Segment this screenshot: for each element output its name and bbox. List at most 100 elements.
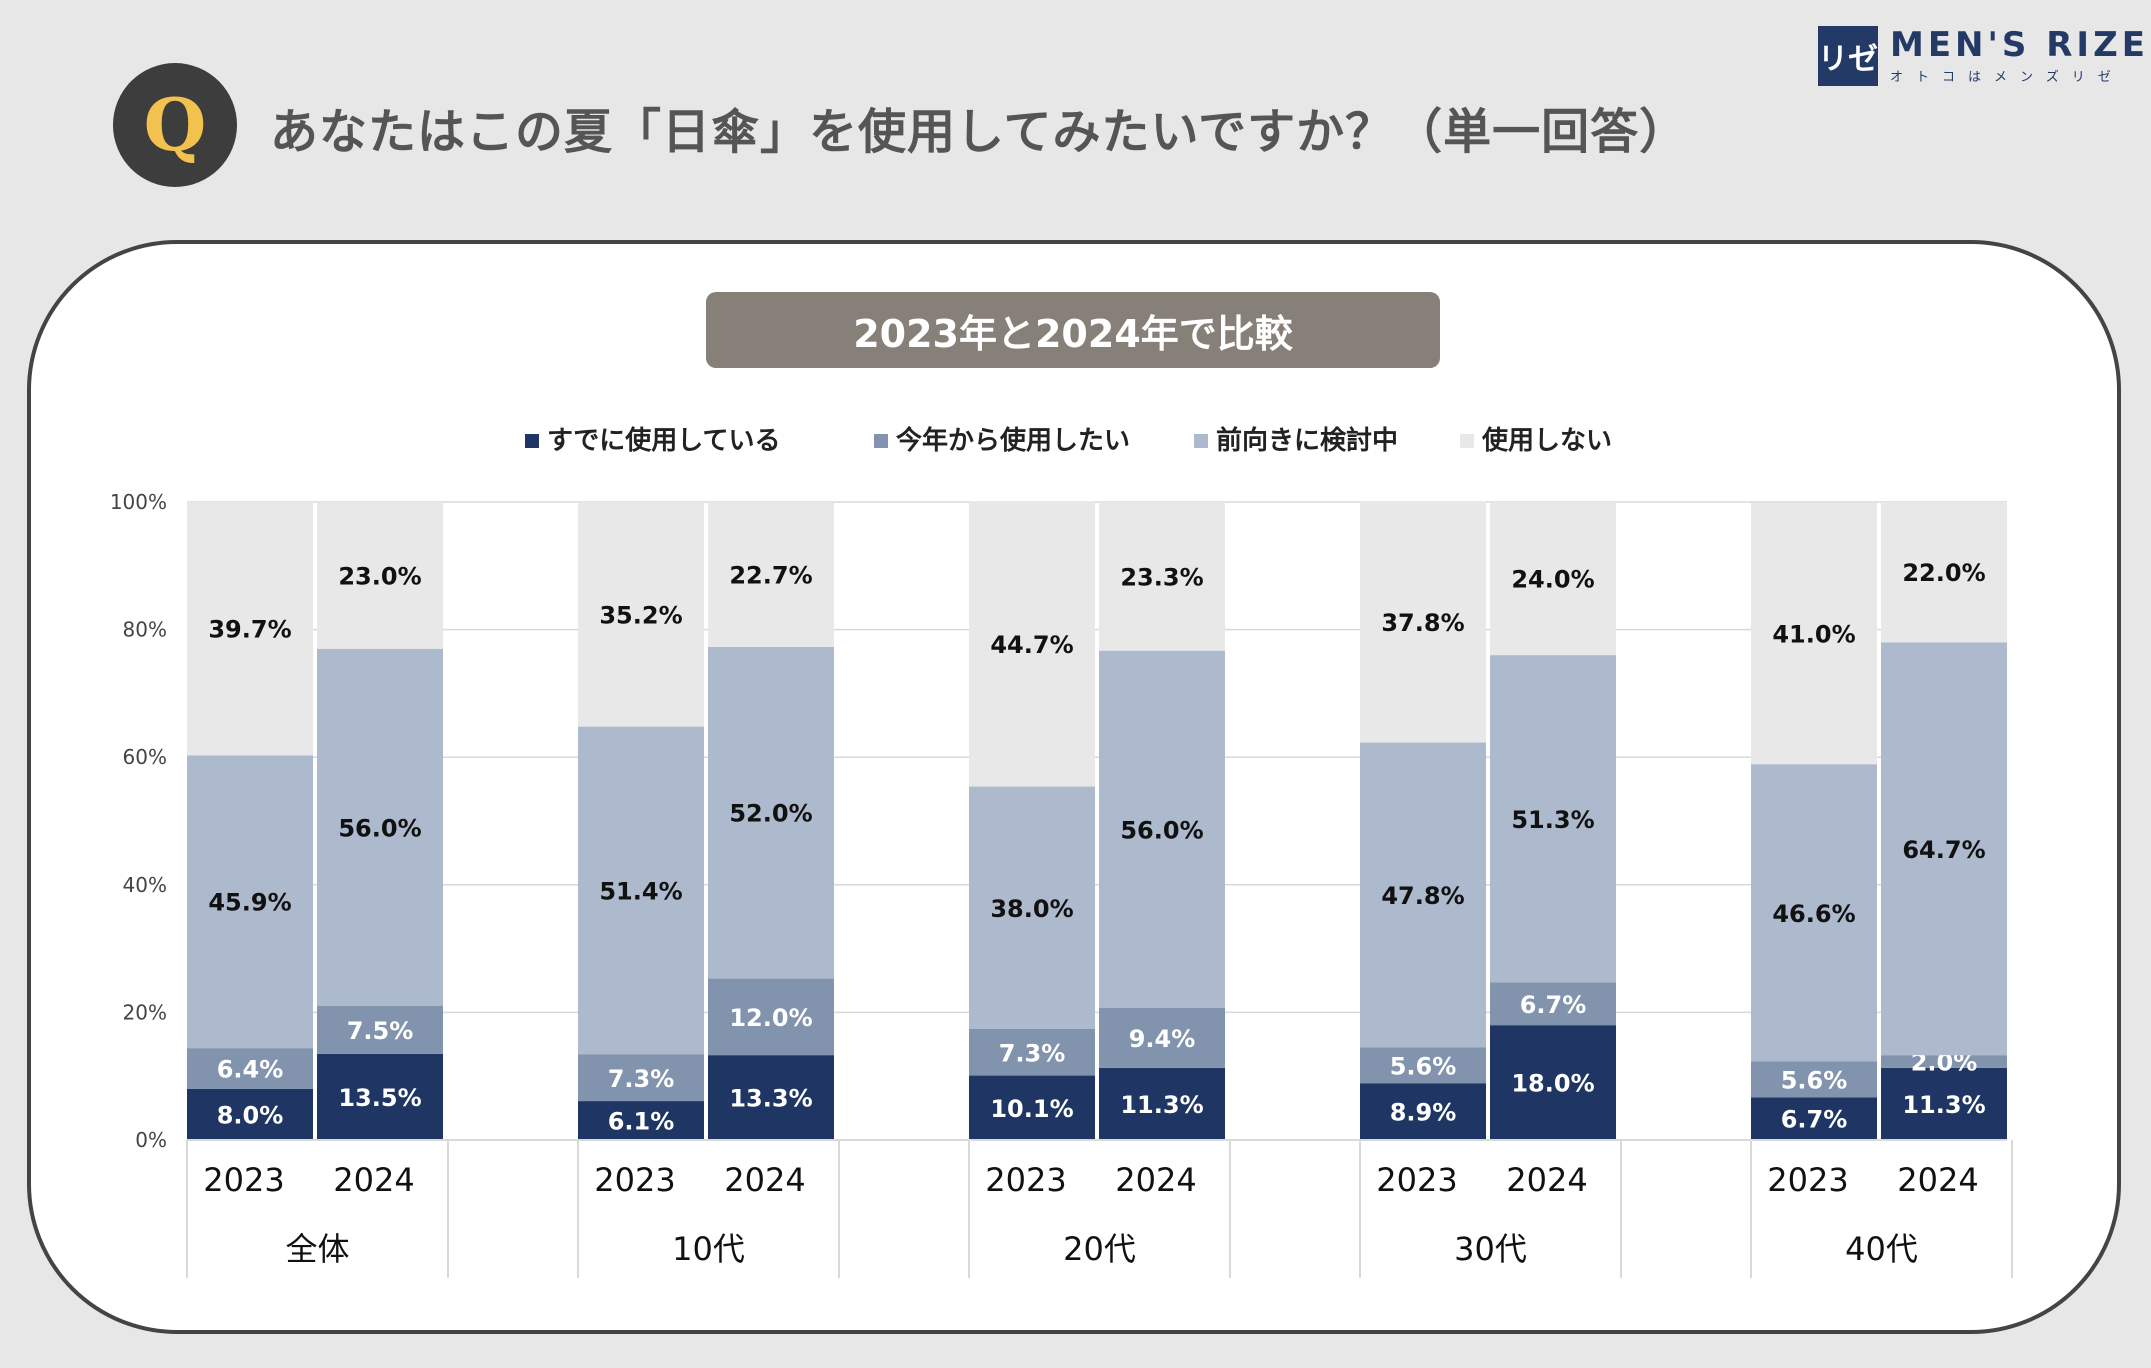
bar-segment-1 (578, 1101, 704, 1140)
data-label: 51.4% (599, 878, 682, 906)
x-tick-label-year: 2024 (1897, 1161, 1978, 1199)
logo-name: MEN'S RIZE (1890, 25, 2149, 65)
data-label: 13.3% (729, 1085, 812, 1113)
bar-segment-2 (1751, 1061, 1877, 1098)
data-label: 23.3% (1120, 563, 1203, 591)
data-label: 45.9% (208, 889, 291, 917)
data-label: 51.3% (1511, 806, 1594, 834)
y-tick-label: 60% (123, 745, 167, 769)
bar-segment-3 (1881, 642, 2007, 1056)
data-label: 35.2% (599, 601, 682, 629)
y-tick-label: 0% (135, 1128, 167, 1152)
legend-swatch-1 (525, 434, 539, 448)
data-label: 12.0% (729, 1004, 812, 1032)
legend-label-2: 今年から使用したい (896, 425, 1130, 456)
data-label: 7.3% (999, 1039, 1066, 1067)
data-label: 8.9% (1390, 1099, 1457, 1127)
data-label: 41.0% (1772, 620, 1855, 648)
bar-segment-2 (317, 1006, 443, 1054)
bar-segment-2 (1099, 1007, 1225, 1068)
y-tick-label: 20% (123, 1000, 167, 1024)
brand-logo[interactable]: リゼ MEN'S RIZE オトコはメンズリゼ (1818, 26, 2149, 90)
bar-segment-3 (1751, 764, 1877, 1062)
data-label: 64.7% (1902, 836, 1985, 864)
question-title: あなたはこの夏「日傘」を使用してみたいですか？（単一回答） (270, 104, 1689, 160)
data-label: 38.0% (990, 895, 1073, 923)
bar-segment-1 (969, 1075, 1095, 1140)
q-letter: Q (143, 82, 207, 167)
data-label: 39.7% (208, 616, 291, 644)
data-label: 5.6% (1781, 1066, 1848, 1094)
bar-segment-4 (708, 502, 834, 647)
bar-segment-3 (969, 786, 1095, 1029)
data-label: 10.1% (990, 1095, 1073, 1123)
data-label: 13.5% (338, 1084, 421, 1112)
data-label: 5.6% (1390, 1052, 1457, 1080)
x-tick-label-year: 2023 (203, 1161, 284, 1199)
bar-segment-1 (708, 1055, 834, 1140)
data-label: 11.3% (1902, 1091, 1985, 1119)
legend-swatch-3 (1194, 434, 1208, 448)
x-tick-label-year: 2024 (724, 1161, 805, 1199)
bar-segment-1 (1099, 1067, 1225, 1140)
bar-segment-2 (969, 1028, 1095, 1076)
bar-segment-4 (1751, 502, 1877, 765)
bar-segment-3 (1360, 742, 1486, 1048)
data-label: 37.8% (1381, 609, 1464, 637)
bar-segment-4 (578, 502, 704, 727)
bar-segment-4 (969, 501, 1095, 787)
bar-segment-2 (1881, 1055, 2007, 1068)
x-tick-label-year: 2023 (1376, 1161, 1457, 1199)
x-group-label: 30代 (1454, 1230, 1527, 1268)
data-label: 22.7% (729, 561, 812, 589)
x-tick-label-year: 2023 (1767, 1161, 1848, 1199)
bar-segment-3 (708, 646, 834, 979)
bar-segment-4 (1490, 502, 1616, 656)
data-label: 6.4% (217, 1056, 284, 1084)
data-label: 22.0% (1902, 559, 1985, 587)
data-label: 9.4% (1129, 1025, 1196, 1053)
x-group-label: 全体 (285, 1230, 349, 1268)
x-tick-label-year: 2023 (594, 1161, 675, 1199)
bar-segment-4 (1099, 502, 1225, 651)
bar-segment-4 (187, 502, 313, 756)
bar-segment-3 (317, 648, 443, 1007)
bar-segment-3 (187, 755, 313, 1049)
data-label: 46.6% (1772, 900, 1855, 928)
bar-segment-4 (1881, 502, 2007, 643)
bar-segment-3 (1099, 650, 1225, 1008)
x-tick-label-year: 2024 (333, 1161, 414, 1199)
data-label: 52.0% (729, 800, 812, 828)
bar-segment-2 (708, 978, 834, 1056)
data-label: 6.1% (608, 1108, 675, 1136)
bar-segment-1 (1751, 1097, 1877, 1140)
logo-text: MEN'S RIZE オトコはメンズリゼ (1890, 26, 2149, 85)
legend-swatch-2 (874, 434, 888, 448)
logo-mark: リゼ (1818, 26, 1878, 86)
logo-tagline: オトコはメンズリゼ (1890, 70, 2124, 85)
data-label: 24.0% (1511, 566, 1594, 594)
x-tick-label-year: 2024 (1115, 1161, 1196, 1199)
bar-segment-2 (1360, 1047, 1486, 1084)
legend-label-3: 前向きに検討中 (1216, 425, 1398, 456)
data-label: 47.8% (1381, 882, 1464, 910)
bar-segment-1 (1360, 1083, 1486, 1140)
y-tick-label: 80% (123, 618, 167, 642)
data-label: 44.7% (990, 631, 1073, 659)
x-tick-label-year: 2023 (985, 1161, 1066, 1199)
bar-segment-1 (1881, 1067, 2007, 1140)
x-group-label: 10代 (672, 1230, 745, 1268)
x-tick-label-year: 2024 (1506, 1161, 1587, 1199)
data-label: 7.3% (608, 1065, 675, 1093)
bar-segment-2 (1490, 982, 1616, 1026)
x-group-label: 40代 (1845, 1230, 1918, 1268)
q-badge: Q (113, 63, 237, 187)
data-label: 23.0% (338, 562, 421, 590)
data-label: 8.0% (217, 1101, 284, 1129)
bar-segment-2 (187, 1048, 313, 1089)
chart-subtitle: 2023年と2024年で比較 (706, 292, 1440, 368)
x-group-label: 20代 (1063, 1230, 1136, 1268)
bar-segment-4 (317, 502, 443, 649)
data-label: 6.7% (1781, 1106, 1848, 1134)
